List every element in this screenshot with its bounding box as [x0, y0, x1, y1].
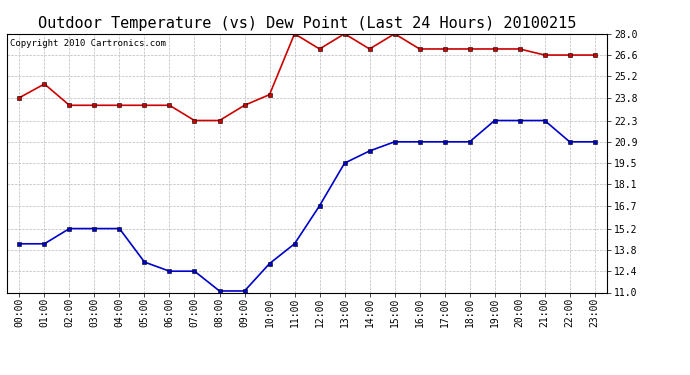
Text: Copyright 2010 Cartronics.com: Copyright 2010 Cartronics.com	[10, 39, 166, 48]
Title: Outdoor Temperature (vs) Dew Point (Last 24 Hours) 20100215: Outdoor Temperature (vs) Dew Point (Last…	[38, 16, 576, 31]
